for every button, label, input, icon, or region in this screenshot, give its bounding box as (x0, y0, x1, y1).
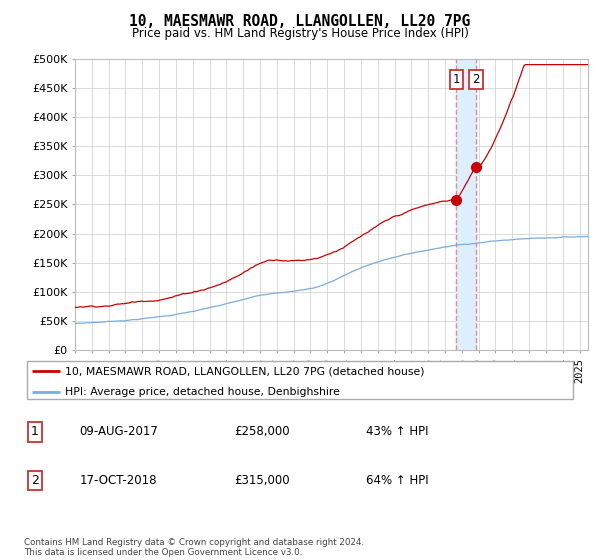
Text: 10, MAESMAWR ROAD, LLANGOLLEN, LL20 7PG (detached house): 10, MAESMAWR ROAD, LLANGOLLEN, LL20 7PG … (65, 366, 425, 376)
Text: 10, MAESMAWR ROAD, LLANGOLLEN, LL20 7PG: 10, MAESMAWR ROAD, LLANGOLLEN, LL20 7PG (130, 14, 470, 29)
Text: 09-AUG-2017: 09-AUG-2017 (79, 426, 158, 438)
FancyBboxPatch shape (27, 361, 573, 399)
Text: £315,000: £315,000 (234, 474, 289, 487)
Text: 1: 1 (452, 73, 460, 86)
Text: 2: 2 (31, 474, 39, 487)
Text: Price paid vs. HM Land Registry's House Price Index (HPI): Price paid vs. HM Land Registry's House … (131, 27, 469, 40)
Text: 43% ↑ HPI: 43% ↑ HPI (366, 426, 429, 438)
Text: 1: 1 (31, 426, 39, 438)
Text: HPI: Average price, detached house, Denbighshire: HPI: Average price, detached house, Denb… (65, 386, 340, 396)
Text: £258,000: £258,000 (234, 426, 289, 438)
Text: 17-OCT-2018: 17-OCT-2018 (79, 474, 157, 487)
Text: Contains HM Land Registry data © Crown copyright and database right 2024.
This d: Contains HM Land Registry data © Crown c… (24, 538, 364, 557)
Text: 2: 2 (472, 73, 479, 86)
Bar (457, 59, 476, 350)
Text: 64% ↑ HPI: 64% ↑ HPI (366, 474, 429, 487)
